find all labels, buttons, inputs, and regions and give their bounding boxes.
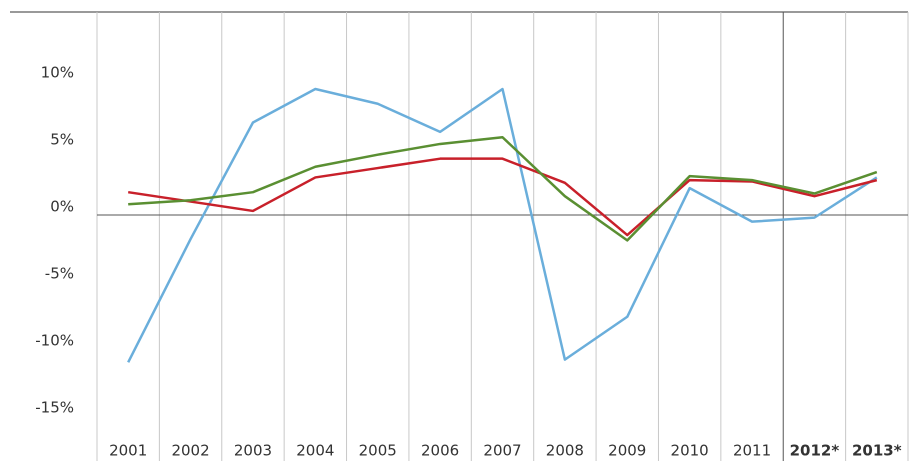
x-tick-label: 2002 <box>171 442 209 460</box>
y-tick-label: 0% <box>50 197 74 215</box>
x-tick-label: 2001 <box>109 442 147 460</box>
x-tick-label: 2008 <box>546 442 584 460</box>
y-tick-label: -5% <box>45 264 74 282</box>
y-tick-label: -10% <box>35 331 74 349</box>
x-tick-label: 2004 <box>296 442 334 460</box>
y-tick-label: -15% <box>35 398 74 416</box>
x-tick-label: 2011 <box>733 442 771 460</box>
x-tick-label: 2012* <box>790 442 840 460</box>
y-tick-label: 10% <box>41 63 74 81</box>
x-tick-label: 2006 <box>421 442 459 460</box>
x-tick-label: 2007 <box>483 442 521 460</box>
x-tick-label: 2013* <box>852 442 902 460</box>
x-tick-label: 2005 <box>359 442 397 460</box>
y-tick-label: 5% <box>50 130 74 148</box>
x-tick-label: 2009 <box>608 442 646 460</box>
series-line <box>128 136 878 242</box>
series-line <box>128 157 878 237</box>
x-tick-label: 2010 <box>671 442 709 460</box>
series-line <box>127 87 878 363</box>
x-tick-label: 2003 <box>234 442 272 460</box>
